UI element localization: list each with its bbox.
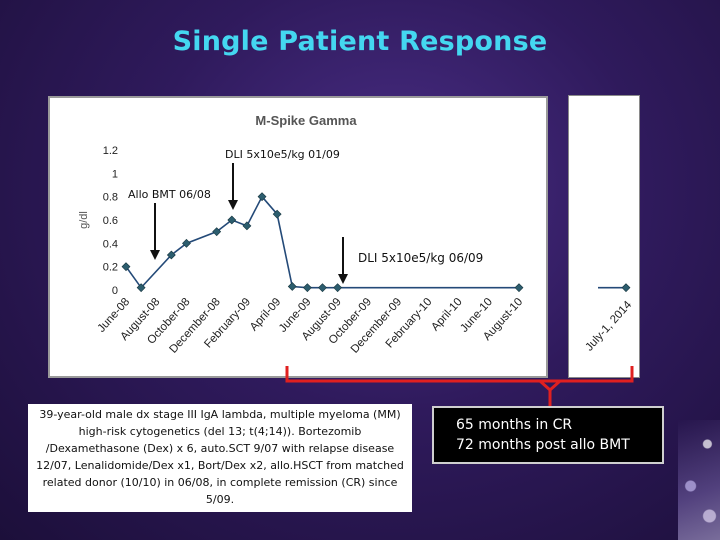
months-post-bmt-text: 72 months post allo BMT — [456, 437, 630, 453]
slide-title: Single Patient Response — [172, 26, 548, 57]
annotation-label: Allo BMT 06/08 — [128, 188, 211, 201]
remission-summary-box: 65 months in CR 72 months post allo BMT — [432, 406, 664, 464]
annotation-label: DLI 5x10e5/kg 06/09 — [358, 251, 483, 265]
y-axis-label: g/dl — [78, 211, 90, 229]
y-tick-label: 1 — [112, 168, 118, 180]
patient-history-caption: 39-year-old male dx stage III IgA lambda… — [28, 404, 412, 512]
extension-x-tick-label: July-1, 2014 — [583, 299, 634, 354]
data-point — [136, 283, 146, 293]
data-point — [227, 215, 237, 225]
data-point — [166, 250, 176, 260]
data-point — [302, 283, 312, 293]
data-point — [242, 221, 252, 231]
chart-panel — [48, 96, 548, 378]
annotation-arrow-head — [150, 250, 160, 260]
chart-title: M-Spike Gamma — [255, 113, 357, 128]
data-point — [212, 227, 222, 237]
months-in-cr-text: 65 months in CR — [456, 417, 573, 433]
data-point — [333, 283, 343, 293]
y-tick-label: 0.8 — [103, 192, 118, 204]
data-point — [287, 282, 297, 291]
y-tick-label: 1.2 — [103, 145, 118, 157]
y-tick-label: 0.6 — [103, 215, 118, 227]
y-tick-label: 0 — [112, 285, 118, 297]
annotation-arrow-head — [338, 274, 348, 284]
data-point — [318, 283, 327, 293]
annotation-arrow-head — [228, 200, 238, 210]
data-point — [514, 283, 524, 293]
data-point — [121, 262, 131, 272]
data-point — [272, 209, 282, 219]
y-tick-label: 0.4 — [103, 238, 118, 250]
extension-data-point — [621, 283, 631, 293]
chart-extension-panel — [568, 95, 640, 378]
data-point — [257, 192, 267, 202]
data-point — [182, 238, 191, 248]
cell-image-fragment — [678, 420, 720, 540]
y-tick-label: 0.2 — [103, 262, 118, 274]
remission-bracket — [285, 366, 634, 383]
annotation-label: DLI 5x10e5/kg 01/09 — [225, 148, 340, 161]
